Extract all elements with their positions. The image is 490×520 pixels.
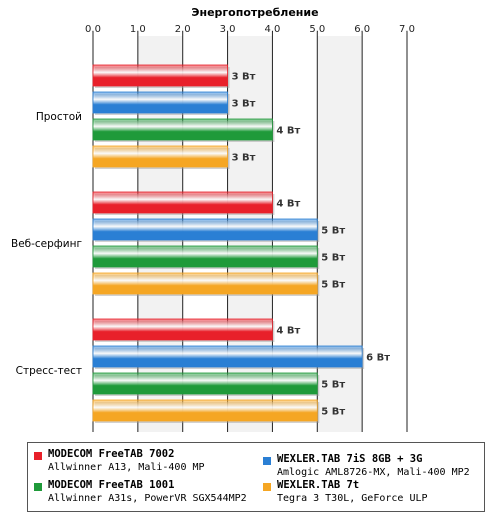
bar: [92, 91, 228, 114]
x-tick-label: 4.0: [264, 24, 280, 35]
bar: [92, 218, 318, 241]
data-label: 6 Вт: [366, 353, 390, 364]
bar: [92, 318, 273, 341]
bar: [92, 118, 273, 141]
x-tick-label: 7.0: [399, 24, 415, 35]
legend-detail: Tegra 3 T30L, GeForce ULP: [277, 493, 428, 504]
bar: [92, 245, 318, 268]
legend: MODECOM FreeTAB 7002 Allwinner A13, Mali…: [27, 442, 485, 512]
bar: [92, 399, 318, 422]
power-consumption-chart: Энергопотребление 0.0 1.0 2.0 3.0 4.0 5.0 6.0 7…: [11, 6, 415, 432]
x-tick-label: 5.0: [309, 24, 325, 35]
bar: [92, 191, 273, 214]
legend-swatch: [263, 483, 271, 491]
legend-detail: Amlogic AML8726-MX, Mali-400 MP2: [277, 467, 470, 478]
legend-swatch: [263, 457, 271, 465]
bar: [92, 145, 228, 168]
data-label: 4 Вт: [276, 199, 300, 210]
bar: [92, 64, 228, 87]
category-label: Веб-серфинг: [11, 238, 82, 250]
data-label: 4 Вт: [276, 126, 300, 137]
bar: [92, 372, 318, 395]
legend-name: WEXLER.TAB 7t: [277, 479, 360, 491]
data-label: 5 Вт: [321, 407, 345, 418]
bar: [92, 272, 318, 295]
x-tick-label: 3.0: [220, 24, 236, 35]
legend-name: MODECOM FreeTAB 1001: [48, 479, 175, 491]
legend-name: WEXLER.TAB 7iS 8GB + 3G: [277, 453, 423, 465]
data-label: 5 Вт: [321, 280, 345, 291]
data-label: 5 Вт: [321, 226, 345, 237]
legend-swatch: [34, 483, 42, 491]
legend-swatch: [34, 452, 42, 460]
bar: [92, 345, 363, 368]
legend-detail: Allwinner A13, Mali-400 MP: [48, 462, 205, 473]
legend-name: MODECOM FreeTAB 7002: [48, 448, 175, 460]
x-tick-label: 2.0: [175, 24, 191, 35]
data-label: 5 Вт: [321, 253, 345, 264]
data-label: 5 Вт: [321, 380, 345, 391]
data-label: 3 Вт: [232, 153, 256, 164]
x-tick-label: 0.0: [85, 24, 101, 35]
plot-band: [362, 36, 407, 432]
data-label: 4 Вт: [276, 326, 300, 337]
data-label: 3 Вт: [232, 72, 256, 83]
legend-detail: Allwinner A31s, PowerVR SGX544MP2: [48, 493, 247, 504]
data-label: 3 Вт: [232, 99, 256, 110]
category-label: Простой: [36, 111, 82, 123]
x-tick-label: 6.0: [354, 24, 370, 35]
x-tick-label: 1.0: [130, 24, 146, 35]
category-label: Стресс-тест: [16, 365, 82, 377]
chart-title: Энергопотребление: [191, 6, 318, 19]
